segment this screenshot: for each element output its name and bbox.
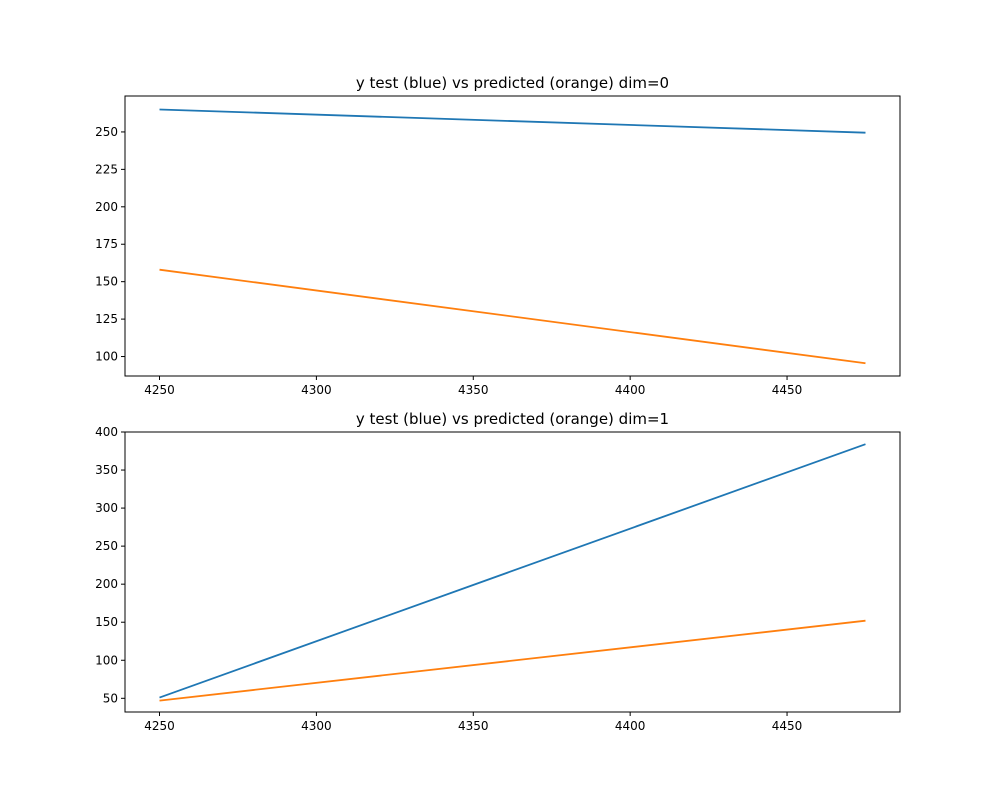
series-line-0 (159, 108, 866, 134)
y-tick-label: 50 (103, 691, 118, 705)
axes-frame (124, 95, 901, 377)
y-tick-label: 175 (95, 237, 118, 251)
x-tick-label: 4350 (458, 719, 489, 733)
x-tick-label: 4350 (458, 383, 489, 397)
series-line-1 (159, 268, 866, 365)
series-line-1 (159, 619, 866, 702)
y-tick-label: 150 (95, 275, 118, 289)
y-tick-label: 125 (95, 312, 118, 326)
x-tick-label: 4300 (301, 383, 332, 397)
y-tick-label: 250 (95, 539, 118, 553)
y-tick-label: 300 (95, 501, 118, 515)
x-tick-label: 4400 (615, 719, 646, 733)
x-tick-label: 4450 (772, 719, 803, 733)
y-tick-label: 200 (95, 577, 118, 591)
y-tick-label: 250 (95, 125, 118, 139)
subplot-title: y test (blue) vs predicted (orange) dim=… (356, 74, 669, 92)
series-line-0 (159, 443, 866, 699)
y-tick-label: 200 (95, 200, 118, 214)
subplot-dim-1: y test (blue) vs predicted (orange) dim=… (95, 410, 901, 733)
x-tick-label: 4250 (144, 719, 175, 733)
y-tick-label: 400 (95, 425, 118, 439)
x-tick-label: 4450 (772, 383, 803, 397)
x-tick-label: 4250 (144, 383, 175, 397)
x-tick-label: 4300 (301, 719, 332, 733)
y-tick-label: 150 (95, 615, 118, 629)
y-tick-label: 100 (95, 653, 118, 667)
subplot-title: y test (blue) vs predicted (orange) dim=… (356, 410, 669, 428)
y-tick-label: 350 (95, 463, 118, 477)
axes-frame (124, 431, 901, 713)
subplot-dim-0: y test (blue) vs predicted (orange) dim=… (95, 74, 901, 397)
y-tick-label: 100 (95, 350, 118, 364)
x-tick-label: 4400 (615, 383, 646, 397)
y-tick-label: 225 (95, 162, 118, 176)
